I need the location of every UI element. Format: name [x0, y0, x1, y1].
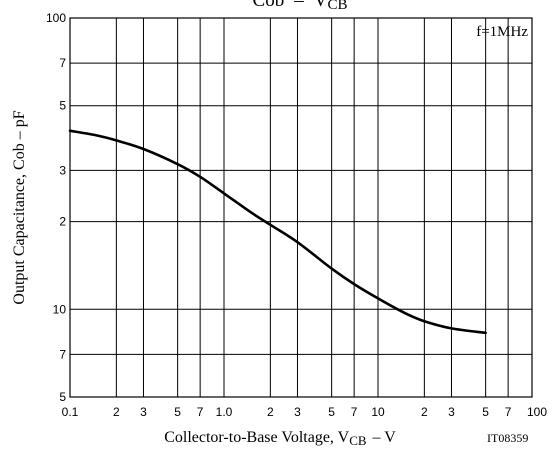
x-tick-label: 5: [174, 405, 181, 419]
chart-title-var: V: [314, 0, 328, 11]
x-tick-label: 3: [294, 405, 301, 419]
x-tick-label: 2: [267, 405, 274, 419]
x-tick-label: 1.0: [216, 405, 233, 419]
figure-code: IT08359: [487, 431, 528, 445]
x-tick-label: 7: [351, 405, 358, 419]
chart-title-subscript: CB: [327, 0, 347, 13]
y-tick-label: 10: [53, 302, 67, 316]
chart-title-main: Cob: [253, 0, 285, 11]
y-tick-label: 7: [59, 56, 66, 70]
x-axis-label: Collector-to-Base Voltage, VCB – V: [164, 429, 396, 448]
capacitance-curve: [68, 129, 487, 335]
x-tick-label: 5: [482, 405, 489, 419]
x-tick-labels: 0.1 2 3 5 7 1.0 2 3 5 7 10 2 3 5 7 100: [62, 405, 548, 419]
chart-title-dash: –: [293, 0, 304, 11]
plot-frame: [69, 17, 533, 398]
x-tick-label: 7: [197, 405, 204, 419]
x-tick-label: 3: [140, 405, 147, 419]
chart-title: Cob – VCB: [253, 0, 348, 13]
x-tick-label: 0.1: [62, 405, 79, 419]
x-tick-label: 7: [505, 405, 512, 419]
x-axis-label-unit: – V: [372, 429, 397, 446]
y-tick-label: 100: [46, 11, 66, 25]
y-tick-label: 3: [59, 163, 66, 177]
y-tick-label: 2: [59, 215, 66, 229]
x-axis-label-main: Collector-to-Base Voltage, V: [164, 429, 349, 446]
y-tick-labels: 5 7 10 2 3 5 7 100: [46, 11, 66, 404]
frequency-annotation: f=1MHz: [476, 24, 528, 40]
x-tick-label: 100: [527, 405, 547, 419]
grid: [69, 17, 533, 398]
x-tick-label: 2: [113, 405, 120, 419]
series-layer: [68, 129, 487, 335]
y-tick-label: 7: [59, 347, 66, 361]
y-tick-label: 5: [59, 99, 66, 113]
x-axis-label-subscript: CB: [349, 433, 367, 448]
x-tick-label: 5: [328, 405, 335, 419]
x-tick-label: 10: [371, 405, 385, 419]
y-axis-label: Output Capacitance, Cob – pF: [11, 110, 28, 304]
y-tick-label: 5: [59, 390, 66, 404]
x-tick-label: 3: [448, 405, 455, 419]
x-tick-label: 2: [421, 405, 428, 419]
